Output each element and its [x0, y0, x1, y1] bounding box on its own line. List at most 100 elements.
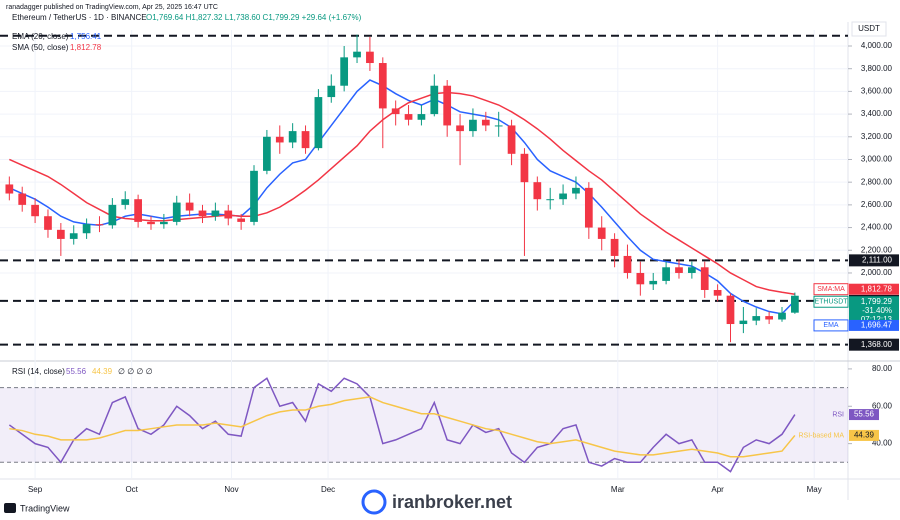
y-tick-label: 60.00 — [872, 401, 893, 410]
candle-body — [5, 184, 14, 194]
candle-body — [623, 255, 632, 273]
y-tick-label: 40.00 — [872, 439, 893, 448]
x-tick-label: Dec — [321, 485, 335, 494]
candle-body — [700, 267, 709, 290]
candle-body — [121, 199, 130, 205]
y-tick-label: 80.00 — [872, 364, 893, 373]
candle-body — [237, 218, 245, 222]
level-tag — [849, 254, 899, 267]
candle-body — [31, 204, 39, 217]
candle-body — [263, 136, 271, 171]
candle-body — [533, 182, 542, 200]
candle-body — [687, 267, 696, 273]
candle-body — [417, 114, 426, 120]
price-tag-label: 1,812.78 — [861, 284, 893, 293]
x-tick-label: Nov — [224, 485, 238, 494]
price-tag-bg — [849, 319, 899, 331]
candle-body — [584, 187, 593, 228]
candle-body — [211, 210, 220, 217]
candle-body — [353, 51, 361, 58]
candle-body — [546, 199, 555, 201]
candle-body — [456, 125, 464, 132]
rsi-title: RSI (14, close) — [12, 367, 65, 376]
ohlc: O1,769.64 H1,827.32 L1,738.60 C1,799.29 … — [146, 13, 362, 22]
y-tick-label: 2,200.00 — [861, 245, 893, 254]
candle-body — [404, 114, 413, 120]
y-tick-label: 3,400.00 — [861, 109, 893, 118]
price-tag-label: 1,696.47 — [861, 321, 893, 330]
candle-body — [675, 267, 683, 273]
candle-body — [649, 280, 658, 285]
candle-body — [739, 320, 748, 325]
y-tick-label: 3,000.00 — [861, 155, 893, 164]
candle-body — [275, 136, 284, 143]
series-tag-value: 55.56 — [854, 410, 875, 419]
x-tick-label: Mar — [611, 485, 625, 494]
candle-body — [301, 131, 310, 149]
candle-body — [160, 221, 168, 225]
candle-body — [198, 210, 207, 217]
candle-body — [288, 131, 297, 143]
price-tag-bg — [849, 283, 899, 295]
legend-name: SMA (50, close) — [12, 43, 69, 52]
candle-body — [95, 224, 104, 226]
series-tag-bg — [849, 409, 879, 421]
price-tag-name: ETHUSDT — [814, 299, 848, 306]
price-tag-line: -31.40% — [862, 306, 892, 315]
candle-body — [378, 63, 387, 109]
candle-body — [340, 57, 349, 86]
symbol: Ethereum / TetherUS · 1D · BINANCE — [12, 13, 147, 22]
candle-body — [69, 233, 78, 239]
brand: TradingView — [20, 503, 70, 513]
candle-body — [108, 204, 117, 226]
x-tick-label: Apr — [711, 485, 724, 494]
candle-body — [778, 312, 786, 320]
logo — [4, 503, 16, 513]
candle-body — [185, 202, 194, 211]
candle-body — [443, 85, 452, 126]
series-line — [9, 396, 796, 458]
candle-body — [327, 85, 336, 98]
price-tag-name-bg — [813, 295, 849, 308]
y-tick-label: 2,000.00 — [861, 268, 893, 277]
x-tick-label: Oct — [125, 485, 138, 494]
candle-body — [494, 125, 503, 127]
candle-body — [559, 193, 567, 200]
published: ranadagger published on TradingView.com,… — [6, 4, 218, 11]
candle-body — [224, 210, 233, 219]
y-tick-label: 2,400.00 — [861, 223, 893, 232]
level-label: 1,368.00 — [861, 340, 893, 349]
y-tick-label: 3,600.00 — [861, 87, 893, 96]
price-tag-name: EMA — [823, 322, 839, 329]
candle-body — [636, 272, 645, 285]
candle-body — [726, 295, 735, 325]
level-label: 2,111.00 — [862, 255, 893, 264]
candle-body — [44, 216, 52, 230]
legend-extra: ∅ ∅ ∅ ∅ — [118, 367, 153, 376]
candle-body — [481, 119, 490, 126]
y-tick-label: 3,200.00 — [861, 132, 893, 141]
candle-body — [82, 224, 91, 234]
candle-body — [713, 289, 722, 296]
watermark-logo — [361, 489, 387, 515]
price-tag-line: 07:12:13 — [861, 315, 893, 324]
candle-body — [610, 238, 619, 256]
candle-body — [520, 153, 529, 183]
series-tag-name: RSI-based MA — [798, 432, 844, 439]
candle-body — [765, 316, 773, 320]
candle-body — [314, 97, 323, 149]
price-tag-name-bg — [813, 283, 849, 296]
price-tag-label: 1,799.29 — [861, 297, 893, 306]
candle-body — [366, 51, 374, 64]
series-tag-value: 44.39 — [854, 431, 875, 440]
watermark: iranbroker.net — [361, 489, 512, 515]
footer: TradingView — [4, 503, 70, 513]
series-tag-name: RSI — [832, 411, 844, 418]
candle-body — [572, 187, 580, 194]
y-tick-label: 2,800.00 — [861, 177, 893, 186]
candle-body — [430, 85, 439, 115]
y-tick-label: 4,000.00 — [861, 41, 893, 50]
candle-body — [791, 295, 799, 313]
candle-body — [752, 316, 761, 321]
candle-body — [250, 170, 258, 222]
